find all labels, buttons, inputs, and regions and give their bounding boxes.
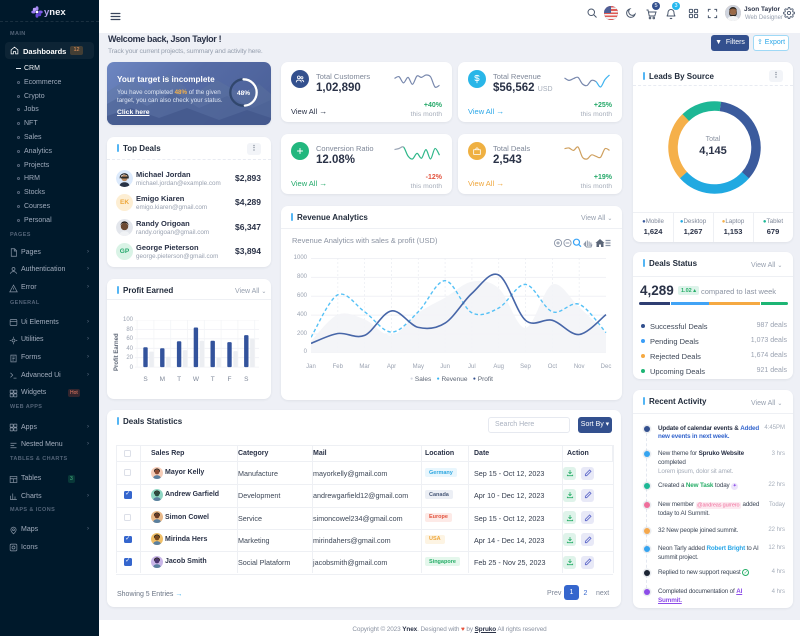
svg-text:48%: 48% xyxy=(237,90,250,97)
